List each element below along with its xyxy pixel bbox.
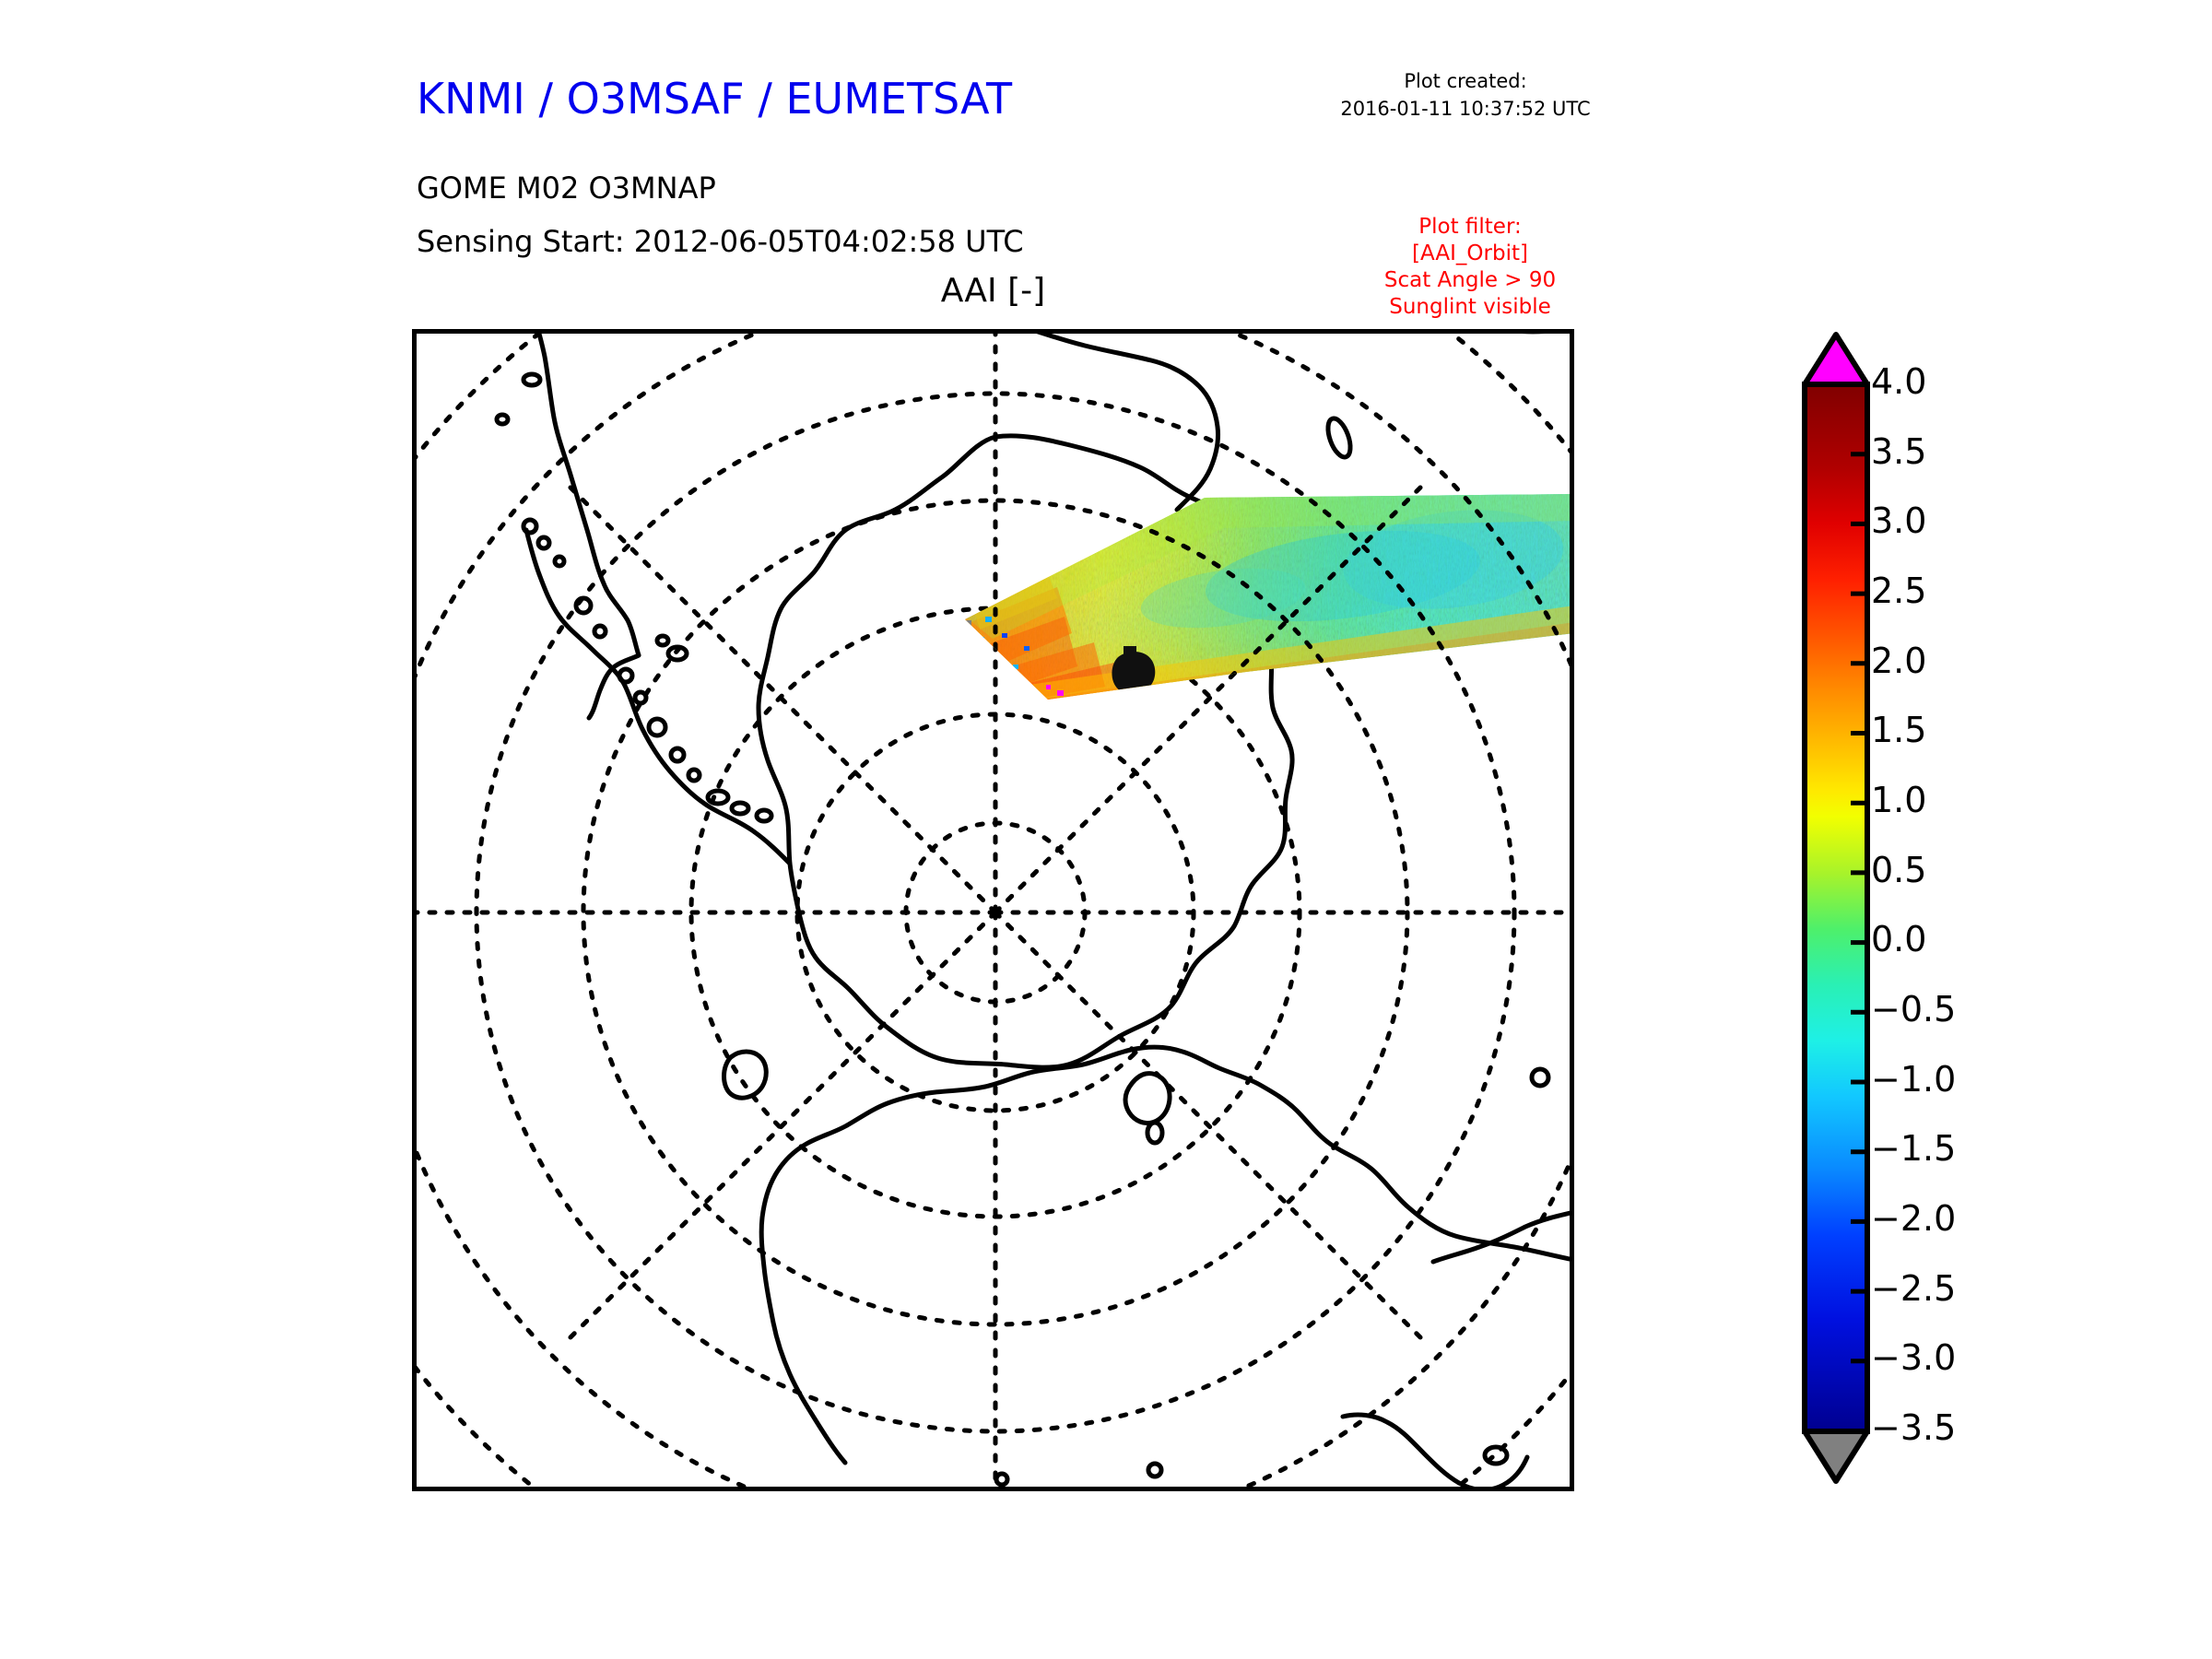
- colorbar-tick-label-2.0: 2.0: [1871, 641, 1927, 681]
- product-name: GOME M02 O3MNAP: [417, 171, 716, 206]
- plot-filter-line-2: [AAI_Orbit]: [1412, 241, 1528, 265]
- plot-filter-annotation: Plot filter: [AAI_Orbit] Scat Angle > 90…: [1323, 214, 1618, 321]
- plot-filter-line-1: Plot filter:: [1418, 215, 1522, 239]
- colorbar-tick-label-3.5: 3.5: [1871, 431, 1927, 472]
- colorbar-tick-label-minus-1.0: −1.0: [1871, 1059, 1957, 1100]
- colorbar-gradient: [1805, 384, 1867, 1431]
- colorbar-over-arrow: [1802, 332, 1870, 387]
- colorbar-under-arrow: [1802, 1429, 1870, 1484]
- colorbar-tick-label-1.5: 1.5: [1871, 710, 1927, 750]
- map-panel: [412, 329, 1574, 1491]
- colorbar-tick-label-minus-2.5: −2.5: [1871, 1268, 1957, 1309]
- colorbar-tick-label-minus-0.5: −0.5: [1871, 989, 1957, 1030]
- colorbar-tick-label-4.0: 4.0: [1871, 361, 1927, 402]
- graticule-overlay: [965, 494, 1574, 700]
- organisation-title: KNMI / O3MSAF / EUMETSAT: [417, 74, 1013, 124]
- colorbar-tick-label-minus-2.0: −2.0: [1871, 1198, 1957, 1239]
- map-frame: [412, 329, 1574, 1491]
- polar-map: [412, 329, 1574, 1491]
- colorbar-tick-label-minus-1.5: −1.5: [1871, 1128, 1957, 1169]
- colorbar-tick-label-minus-3.0: −3.0: [1871, 1337, 1957, 1378]
- colorbar-tick-label-0.5: 0.5: [1871, 850, 1927, 890]
- plot-created-timestamp: 2016-01-11 10:37:52 UTC: [1340, 98, 1591, 120]
- colorbar-svg: [1802, 332, 1870, 1484]
- colorbar: [1797, 327, 1880, 1498]
- colorbar-tick-label-3.0: 3.0: [1871, 500, 1927, 541]
- colorbar-tick-label-2.5: 2.5: [1871, 571, 1927, 611]
- colorbar-tick-label-minus-3.5: −3.5: [1871, 1407, 1957, 1448]
- colorbar-ticks: [1851, 382, 1867, 1433]
- plot-filter-line-3: Scat Angle > 90: [1383, 268, 1557, 292]
- sensing-start-label: Sensing Start: 2012-06-05T04:02:58 UTC: [417, 224, 1024, 259]
- plot-title: AAI [-]: [940, 272, 1046, 310]
- flagged-pixel-blob: [1112, 652, 1156, 694]
- plot-created-label: Plot created:: [1404, 70, 1527, 92]
- plot-filter-line-4: Sunglint visible: [1389, 295, 1551, 319]
- colorbar-tick-label-0.0: 0.0: [1871, 919, 1927, 959]
- colorbar-tick-label-1.0: 1.0: [1871, 780, 1927, 820]
